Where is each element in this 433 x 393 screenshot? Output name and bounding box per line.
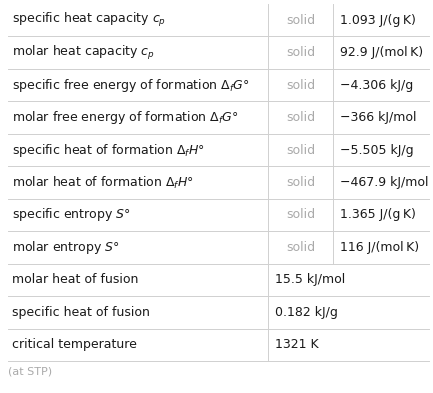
Text: solid: solid — [286, 46, 315, 59]
Text: solid: solid — [286, 143, 315, 156]
Text: 0.182 kJ/g: 0.182 kJ/g — [275, 306, 338, 319]
Text: molar entropy $S°$: molar entropy $S°$ — [12, 239, 120, 256]
Text: solid: solid — [286, 79, 315, 92]
Text: solid: solid — [286, 176, 315, 189]
Text: molar free energy of formation $\Delta_f G°$: molar free energy of formation $\Delta_f… — [12, 109, 239, 126]
Text: −366 kJ/mol: −366 kJ/mol — [340, 111, 417, 124]
Text: 1.365 J/(g K): 1.365 J/(g K) — [340, 208, 416, 221]
Text: critical temperature: critical temperature — [12, 338, 137, 351]
Text: solid: solid — [286, 208, 315, 221]
Text: specific heat of fusion: specific heat of fusion — [12, 306, 150, 319]
Text: 92.9 J/(mol K): 92.9 J/(mol K) — [340, 46, 423, 59]
Text: −5.505 kJ/g: −5.505 kJ/g — [340, 143, 414, 156]
Text: specific heat of formation $\Delta_f H°$: specific heat of formation $\Delta_f H°$ — [12, 141, 205, 158]
Text: −467.9 kJ/mol: −467.9 kJ/mol — [340, 176, 428, 189]
Text: (at STP): (at STP) — [8, 366, 52, 376]
Text: 116 J/(mol K): 116 J/(mol K) — [340, 241, 419, 254]
Text: solid: solid — [286, 111, 315, 124]
Text: specific heat capacity $c_p$: specific heat capacity $c_p$ — [12, 11, 166, 29]
Text: −4.306 kJ/g: −4.306 kJ/g — [340, 79, 413, 92]
Text: molar heat of fusion: molar heat of fusion — [12, 274, 139, 286]
Text: molar heat capacity $c_p$: molar heat capacity $c_p$ — [12, 44, 155, 62]
Text: solid: solid — [286, 241, 315, 254]
Text: 15.5 kJ/mol: 15.5 kJ/mol — [275, 274, 345, 286]
Text: molar heat of formation $\Delta_f H°$: molar heat of formation $\Delta_f H°$ — [12, 174, 194, 191]
Text: specific entropy $S°$: specific entropy $S°$ — [12, 206, 131, 224]
Text: specific free energy of formation $\Delta_f G°$: specific free energy of formation $\Delt… — [12, 77, 250, 94]
Text: solid: solid — [286, 14, 315, 27]
Text: 1.093 J/(g K): 1.093 J/(g K) — [340, 14, 416, 27]
Text: 1321 K: 1321 K — [275, 338, 318, 351]
